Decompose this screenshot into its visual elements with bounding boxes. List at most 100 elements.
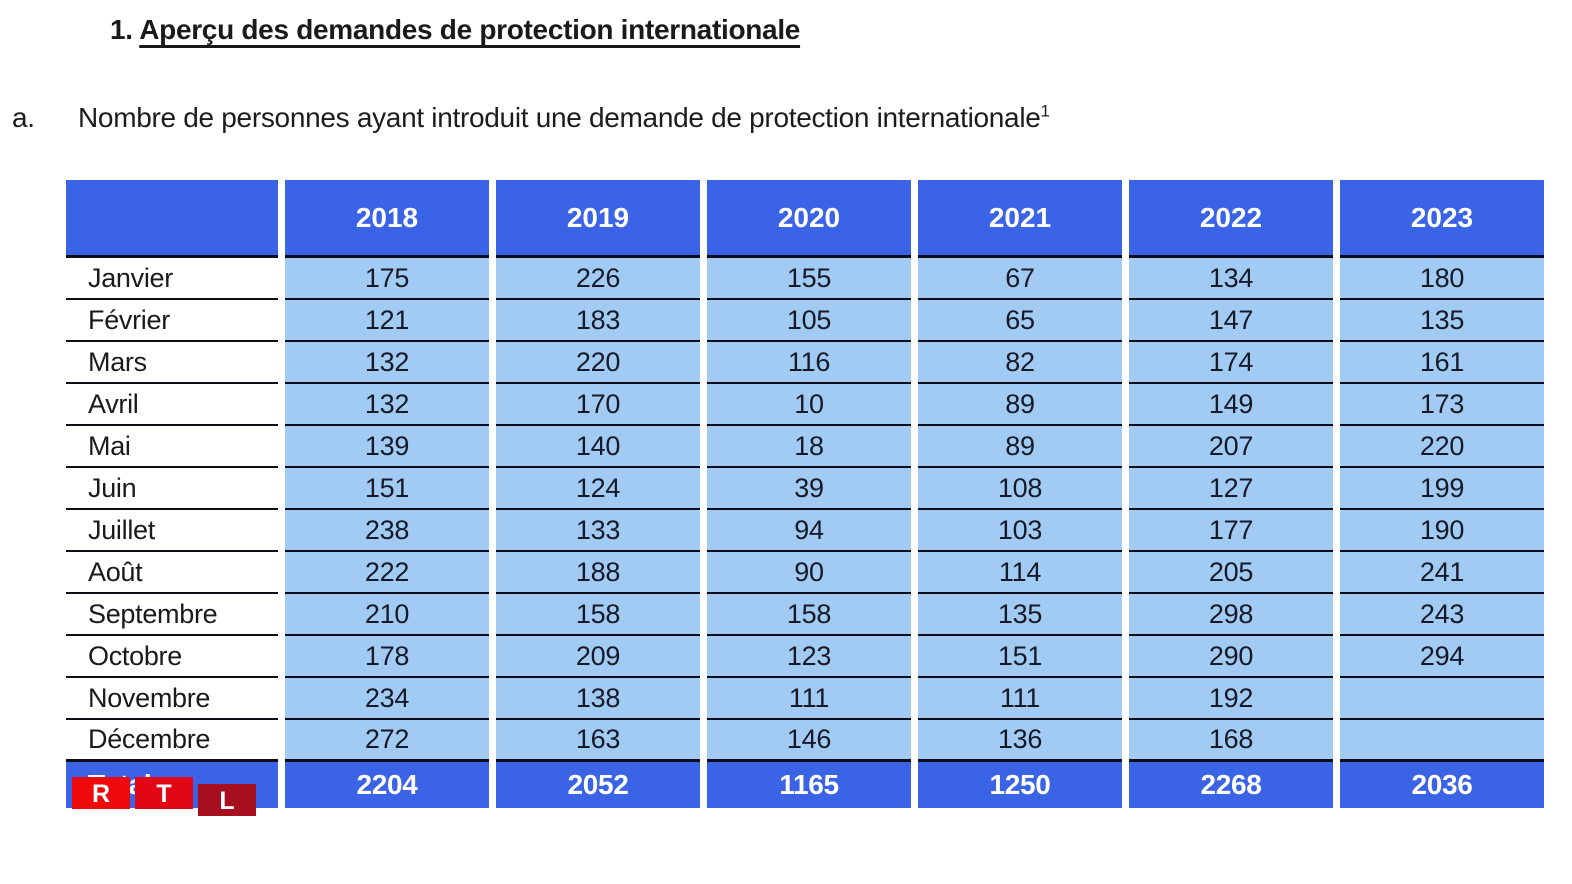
value-cell: 210	[285, 594, 489, 636]
total-value-cell: 2052	[496, 762, 700, 808]
year-header-cell: 2021	[918, 180, 1122, 258]
table-body: Janvier 175 226 155 67 134 180 Février 121 183 105…	[66, 258, 1544, 808]
month-cell: Février	[66, 300, 278, 342]
value-cell: 105	[707, 300, 911, 342]
value-cell: 192	[1129, 678, 1333, 720]
value-cell: 135	[1340, 300, 1544, 342]
value-cell	[1340, 720, 1544, 762]
month-cell: Janvier	[66, 258, 278, 300]
value-cell: 298	[1129, 594, 1333, 636]
value-cell: 190	[1340, 510, 1544, 552]
subheading-text: Nombre de personnes ayant introduit une …	[78, 101, 1050, 133]
value-cell: 133	[496, 510, 700, 552]
total-value-cell: 2204	[285, 762, 489, 808]
value-cell: 241	[1340, 552, 1544, 594]
total-value-cell: 1165	[707, 762, 911, 808]
value-cell: 173	[1340, 384, 1544, 426]
table-row: Avril 132 170 10 89 149 173	[66, 384, 1544, 426]
value-cell: 124	[496, 468, 700, 510]
value-cell: 39	[707, 468, 911, 510]
value-cell: 175	[285, 258, 489, 300]
value-cell: 132	[285, 342, 489, 384]
table-row: Juin 151 124 39 108 127 199	[66, 468, 1544, 510]
heading-title: Aperçu des demandes de protection intern…	[139, 14, 801, 45]
value-cell: 163	[496, 720, 700, 762]
value-cell: 10	[707, 384, 911, 426]
month-cell: Mars	[66, 342, 278, 384]
value-cell: 18	[707, 426, 911, 468]
value-cell: 158	[707, 594, 911, 636]
month-cell: Novembre	[66, 678, 278, 720]
value-cell: 174	[1129, 342, 1333, 384]
value-cell: 65	[918, 300, 1122, 342]
value-cell: 146	[707, 720, 911, 762]
subheading: a. Nombre de personnes ayant introduit u…	[12, 102, 1050, 134]
value-cell: 139	[285, 426, 489, 468]
value-cell: 234	[285, 678, 489, 720]
month-cell: Septembre	[66, 594, 278, 636]
value-cell: 108	[918, 468, 1122, 510]
year-header-cell: 2019	[496, 180, 700, 258]
value-cell: 121	[285, 300, 489, 342]
value-cell: 183	[496, 300, 700, 342]
value-cell: 135	[918, 594, 1122, 636]
value-cell: 168	[1129, 720, 1333, 762]
month-cell: Juin	[66, 468, 278, 510]
value-cell: 294	[1340, 636, 1544, 678]
month-cell: Juillet	[66, 510, 278, 552]
table-row: Janvier 175 226 155 67 134 180	[66, 258, 1544, 300]
rtl-logo: R T L	[72, 777, 256, 816]
value-cell: 180	[1340, 258, 1544, 300]
value-cell: 199	[1340, 468, 1544, 510]
total-value-cell: 2036	[1340, 762, 1544, 808]
value-cell: 151	[918, 636, 1122, 678]
year-header-cell: 2023	[1340, 180, 1544, 258]
month-cell: Décembre	[66, 720, 278, 762]
value-cell	[1340, 678, 1544, 720]
table-corner-cell	[66, 180, 278, 258]
value-cell: 94	[707, 510, 911, 552]
month-cell: Mai	[66, 426, 278, 468]
value-cell: 238	[285, 510, 489, 552]
table-header-row: 2018 2019 2020 2021 2022 2023	[66, 180, 1544, 258]
table-row: Mai 139 140 18 89 207 220	[66, 426, 1544, 468]
value-cell: 89	[918, 384, 1122, 426]
value-cell: 82	[918, 342, 1122, 384]
total-row: Total220420521165125022682036	[66, 762, 1544, 808]
table-row: Août 222 188 90 114 205 241	[66, 552, 1544, 594]
value-cell: 205	[1129, 552, 1333, 594]
value-cell: 89	[918, 426, 1122, 468]
table-row: Octobre 178 209 123 151 290 294	[66, 636, 1544, 678]
month-cell: Octobre	[66, 636, 278, 678]
value-cell: 140	[496, 426, 700, 468]
rtl-logo-l-square-icon: L	[198, 784, 256, 816]
year-header-cell: 2020	[707, 180, 911, 258]
value-cell: 90	[707, 552, 911, 594]
month-cell: Avril	[66, 384, 278, 426]
value-cell: 158	[496, 594, 700, 636]
table-row: Novembre 234 138 111 111 192	[66, 678, 1544, 720]
table-row: Décembre 272 163 146 136 168	[66, 720, 1544, 762]
value-cell: 67	[918, 258, 1122, 300]
applications-table: 2018 2019 2020 2021 2022 2023 Janvier 175 226 15…	[59, 180, 1551, 808]
value-cell: 138	[496, 678, 700, 720]
value-cell: 170	[496, 384, 700, 426]
value-cell: 151	[285, 468, 489, 510]
value-cell: 243	[1340, 594, 1544, 636]
value-cell: 272	[285, 720, 489, 762]
value-cell: 222	[285, 552, 489, 594]
value-cell: 134	[1129, 258, 1333, 300]
subheading-marker: a.	[12, 102, 35, 133]
rtl-logo-t-square-icon: T	[135, 777, 193, 809]
total-value-cell: 1250	[918, 762, 1122, 808]
value-cell: 290	[1129, 636, 1333, 678]
value-cell: 161	[1340, 342, 1544, 384]
value-cell: 147	[1129, 300, 1333, 342]
value-cell: 209	[496, 636, 700, 678]
table-row: Février 121 183 105 65 147 135	[66, 300, 1544, 342]
total-value-cell: 2268	[1129, 762, 1333, 808]
value-cell: 149	[1129, 384, 1333, 426]
year-header-cell: 2022	[1129, 180, 1333, 258]
value-cell: 136	[918, 720, 1122, 762]
